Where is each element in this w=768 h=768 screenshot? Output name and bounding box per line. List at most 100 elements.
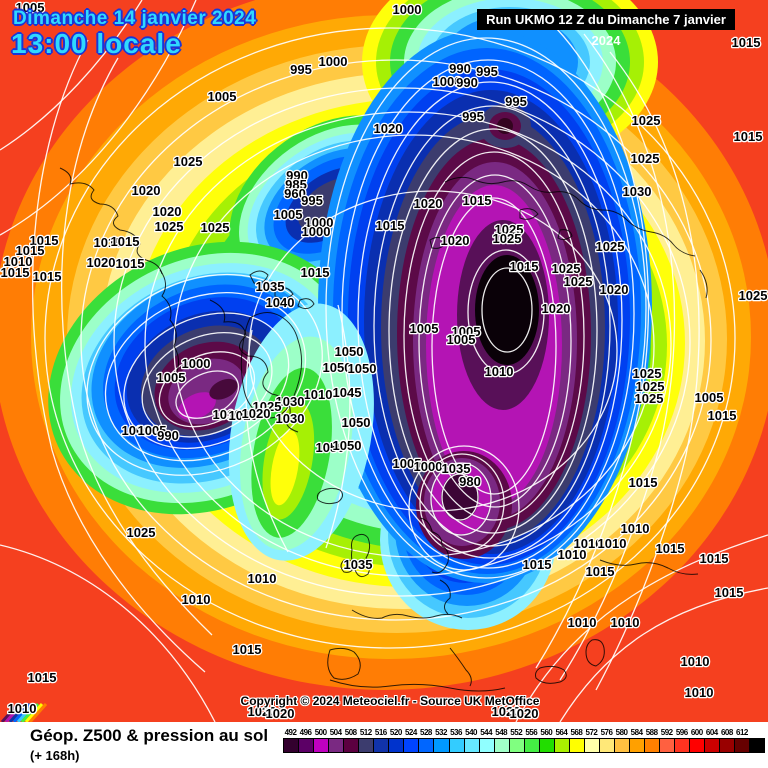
forecast-valid-time: 13:00 locale (11, 28, 182, 59)
legend-cell (493, 738, 509, 753)
legend-tick: 576 (600, 728, 613, 737)
pressure-label: 1015 (94, 235, 123, 250)
pressure-label: 1010 (598, 536, 627, 551)
legend-cell (689, 738, 705, 753)
legend-cell (418, 738, 434, 753)
legend-cell (358, 738, 374, 753)
legend-tick: 580 (615, 728, 628, 737)
legend-colorbar (283, 738, 767, 753)
pressure-label: 1025 (739, 288, 768, 303)
legend-cell (343, 738, 359, 753)
legend-scale: 492 496 500 504 508 512 516 520 524 528 532 536 540 5… (283, 728, 767, 753)
legend-cell (568, 738, 584, 753)
legend-tick: 516 (374, 728, 387, 737)
pressure-label: 960 (284, 186, 306, 201)
legend-cell (614, 738, 630, 753)
pressure-label: 1050 (316, 440, 345, 455)
pressure-label: 1025 (552, 261, 581, 276)
legend-cell (629, 738, 645, 753)
legend-cell (523, 738, 539, 753)
pressure-label: 1020 (542, 301, 571, 316)
pressure-label: 1005 (208, 89, 237, 104)
legend-tick: 584 (630, 728, 643, 737)
pressure-label: 1005 (695, 390, 724, 405)
legend-tick: 556 (525, 728, 538, 737)
legend-tick: 596 (675, 728, 688, 737)
legend-cell (478, 738, 494, 753)
pressure-label: 1020 (492, 704, 521, 719)
pressure-label: 1015 (28, 670, 57, 685)
pressure-label: 1040 (266, 295, 295, 310)
legend-tick: 492 (284, 728, 297, 737)
pressure-label: 1025 (633, 366, 662, 381)
legend-cell (433, 738, 449, 753)
legend-tick: 536 (450, 728, 462, 737)
pressure-label: 1000 (305, 215, 334, 230)
legend-cell (298, 738, 314, 753)
pressure-label: 990 (456, 75, 478, 90)
legend-cell (313, 738, 329, 753)
pressure-label: 1000 (182, 356, 211, 371)
legend-cell (403, 738, 419, 753)
legend-values: 492 496 500 504 508 512 516 520 524 528 532 536 540 5… (283, 728, 767, 737)
legend-tick: 552 (510, 728, 523, 737)
legend-tick: 528 (420, 728, 432, 737)
pressure-label: 1020 (87, 255, 116, 270)
legend-cell (448, 738, 464, 753)
pressure-label: 1000 (302, 224, 331, 239)
coastline-layer (59, 167, 708, 692)
legend-cell (674, 738, 690, 753)
pressure-label: 1005 (410, 321, 439, 336)
pressure-label: 1025 (631, 151, 660, 166)
legend-tick: 604 (705, 728, 718, 737)
pressure-label: 1010 (304, 387, 333, 402)
pressure-label: 1010 (248, 571, 277, 586)
legend-cell (373, 738, 389, 753)
legend-cell (538, 738, 554, 753)
pressure-label: 995 (476, 64, 498, 79)
pressure-label: 990 (286, 168, 308, 183)
pressure-label: 1020 (374, 121, 403, 136)
pressure-label: 1000 (319, 54, 348, 69)
map-title: Géop. Z500 & pression au sol (30, 726, 269, 745)
pressure-label: 1015 (715, 585, 744, 600)
corner-color-sliver (0, 703, 48, 722)
pressure-label: 1015 (734, 129, 763, 144)
pressure-label: 1020 (510, 706, 539, 721)
pressure-label: 1015 (111, 234, 140, 249)
legend-tick: 588 (645, 728, 658, 737)
legend-cell (598, 738, 615, 753)
pressure-label: 1025 (174, 154, 203, 169)
legend-cell (719, 738, 735, 753)
pressure-label: 980 (459, 474, 481, 489)
pressure-label: 995 (462, 109, 484, 124)
legend-tick: 520 (389, 728, 402, 737)
pressure-label: 1015 (301, 265, 330, 280)
copyright-note: Copyright © 2024 Meteociel.fr - Source U… (240, 694, 540, 708)
legend-tick: 600 (690, 728, 703, 737)
pressure-label: 1025 (127, 525, 156, 540)
footer-bar: Géop. Z500 & pression au sol (+ 168h) 49… (0, 722, 768, 768)
pressure-label: 1010 (685, 685, 714, 700)
pressure-label: 1010 (568, 615, 597, 630)
pressure-label: 1015 (586, 564, 615, 579)
pressure-label: 1025 (564, 274, 593, 289)
pressure-label: 1015 (523, 557, 552, 572)
pressure-label: 1050 (342, 415, 371, 430)
model-run-banner: Run UKMO 12 Z du Dimanche 7 janvier 2024 (477, 9, 735, 48)
forecast-step: (+ 168h) (30, 748, 80, 763)
legend-tick: 508 (344, 728, 357, 737)
pressure-label: 995 (290, 62, 312, 77)
pressure-label: 1010 (558, 547, 587, 562)
pressure-label: 1010 (4, 254, 33, 269)
pressure-label: 1020 (414, 196, 443, 211)
pressure-label: 985 (285, 177, 307, 192)
pressure-label: 1015 (700, 551, 729, 566)
pressure-label: 1010 (229, 408, 258, 423)
pressure-map-canvas: 1005 1000 1000 995 990 995 995 1005 1015 1020 1000… (0, 0, 768, 722)
pressure-label: 1020 (266, 706, 295, 721)
pressure-label: 1035 (256, 279, 285, 294)
pressure-label: 1000 (414, 459, 443, 474)
